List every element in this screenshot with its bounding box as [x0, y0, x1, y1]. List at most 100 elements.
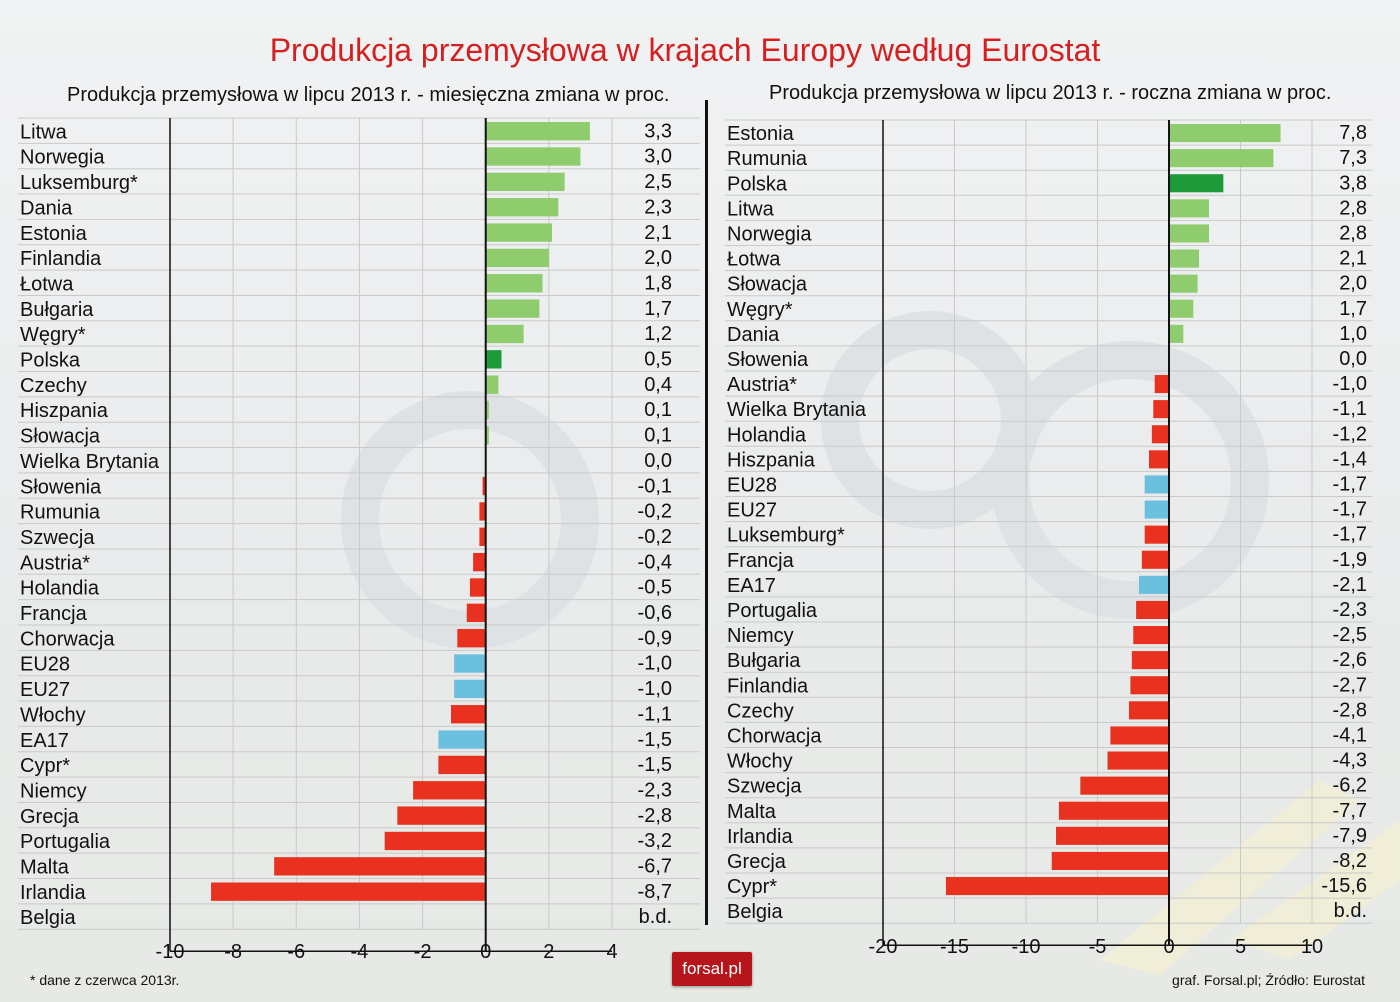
category-label: Estonia: [20, 223, 88, 245]
bar: [1169, 224, 1210, 243]
charts-divider: [705, 100, 708, 925]
value-label: -7,7: [1333, 800, 1367, 822]
bar: [485, 299, 540, 318]
bar: [1151, 425, 1169, 444]
bar: [485, 198, 559, 217]
category-label: Rumunia: [20, 502, 101, 524]
bar: [1107, 751, 1169, 770]
category-label: Słowacja: [20, 426, 101, 448]
bar: [1131, 651, 1169, 670]
bar: [485, 426, 489, 445]
bar: [1169, 324, 1184, 343]
value-label: -1,5: [638, 729, 672, 751]
bar: [473, 552, 486, 572]
value-label: -1,2: [1333, 423, 1367, 445]
bar: [1133, 626, 1169, 645]
bar: [466, 603, 486, 622]
category-label: Bułgaria: [727, 650, 801, 672]
value-label: -0,9: [638, 627, 672, 649]
bar: [1138, 575, 1169, 594]
value-label: -1,9: [1333, 549, 1367, 571]
value-label: 3,8: [1339, 172, 1367, 194]
value-label: -1,1: [1333, 398, 1367, 420]
bar: [1130, 676, 1169, 695]
category-label: Francja: [727, 550, 795, 572]
value-label: -1,0: [638, 653, 672, 675]
value-label: -1,0: [1333, 373, 1367, 395]
category-label: Niemcy: [727, 625, 794, 647]
category-label: Hiszpania: [20, 400, 109, 422]
value-label: -3,2: [638, 830, 672, 852]
category-label: Słowenia: [727, 349, 809, 371]
bar: [485, 350, 502, 369]
value-label: -1,7: [1333, 499, 1367, 521]
x-tick-label: -6: [287, 941, 305, 963]
bar: [1148, 450, 1169, 469]
category-label: Grecja: [727, 851, 787, 873]
value-label: 2,3: [644, 196, 672, 218]
right-chart-subtitle: Produkcja przemysłowa w lipcu 2013 r. - …: [769, 82, 1332, 104]
value-label: -0,2: [638, 526, 672, 548]
category-label: Niemcy: [20, 780, 87, 802]
bar: [457, 629, 486, 648]
category-label: EU28: [727, 475, 777, 497]
value-label: -6,2: [1333, 775, 1367, 797]
value-label: -1,4: [1333, 448, 1367, 470]
bar: [482, 476, 486, 496]
value-label: -2,1: [1333, 574, 1367, 596]
source-credit: graf. Forsal.pl; Źródło: Eurostat: [1172, 972, 1365, 988]
category-label: Bułgaria: [20, 299, 94, 321]
category-label: Norwegia: [20, 147, 105, 169]
category-label: Holandia: [727, 424, 807, 446]
category-label: Szwecja: [727, 776, 802, 798]
category-label: Słowacja: [727, 274, 808, 296]
category-label: Irlandia: [20, 882, 86, 904]
value-label: 2,1: [644, 222, 672, 244]
value-label: -8,2: [1333, 850, 1367, 872]
category-label: Litwa: [727, 198, 775, 220]
category-label: Wielka Brytania: [727, 399, 867, 421]
value-label: -0,2: [638, 501, 672, 523]
category-label: Belgia: [20, 907, 76, 929]
category-label: Chorwacja: [20, 628, 115, 650]
value-label: 0,1: [644, 425, 672, 447]
bar: [1144, 525, 1169, 544]
x-tick-label: -10: [156, 941, 185, 963]
value-label: -0,6: [638, 602, 672, 624]
bar: [274, 857, 486, 876]
chart-annual: Estonia 7,8 Rumunia 7,3 Polska 3,8 Litwa 2,8 Nor…: [725, 119, 1372, 958]
x-tick-label: 0: [1163, 936, 1174, 958]
value-label: -1,7: [1333, 524, 1367, 546]
bar: [1056, 826, 1169, 845]
bar: [479, 527, 486, 546]
bar: [485, 324, 524, 344]
category-label: EA17: [20, 730, 69, 752]
value-label: -2,3: [638, 779, 672, 801]
value-label: 2,0: [1339, 273, 1367, 295]
value-label: 1,2: [644, 323, 672, 345]
category-label: Malta: [20, 857, 70, 879]
bar: [450, 705, 486, 724]
value-label: 0,0: [1339, 348, 1367, 370]
x-tick-label: 4: [606, 941, 617, 963]
bar: [1128, 701, 1169, 720]
value-label: 0,1: [644, 399, 672, 421]
category-label: Holandia: [20, 578, 100, 600]
footnote: * dane z czerwca 2013r.: [30, 972, 180, 988]
category-label: EU27: [20, 679, 70, 701]
bar: [1058, 801, 1169, 820]
value-label: -0,5: [638, 577, 672, 599]
value-label: -2,8: [638, 805, 672, 827]
x-tick-label: -20: [869, 936, 898, 958]
bar: [211, 882, 486, 901]
x-tick-label: -8: [224, 941, 242, 963]
category-label: Rumunia: [727, 148, 808, 170]
category-label: Słowenia: [20, 476, 102, 498]
category-label: Francja: [20, 603, 88, 625]
category-label: Norwegia: [727, 224, 812, 246]
category-label: Dania: [20, 197, 73, 219]
category-label: Cypr*: [727, 876, 777, 898]
bar: [1144, 500, 1169, 519]
category-label: Portugalia: [20, 831, 111, 853]
